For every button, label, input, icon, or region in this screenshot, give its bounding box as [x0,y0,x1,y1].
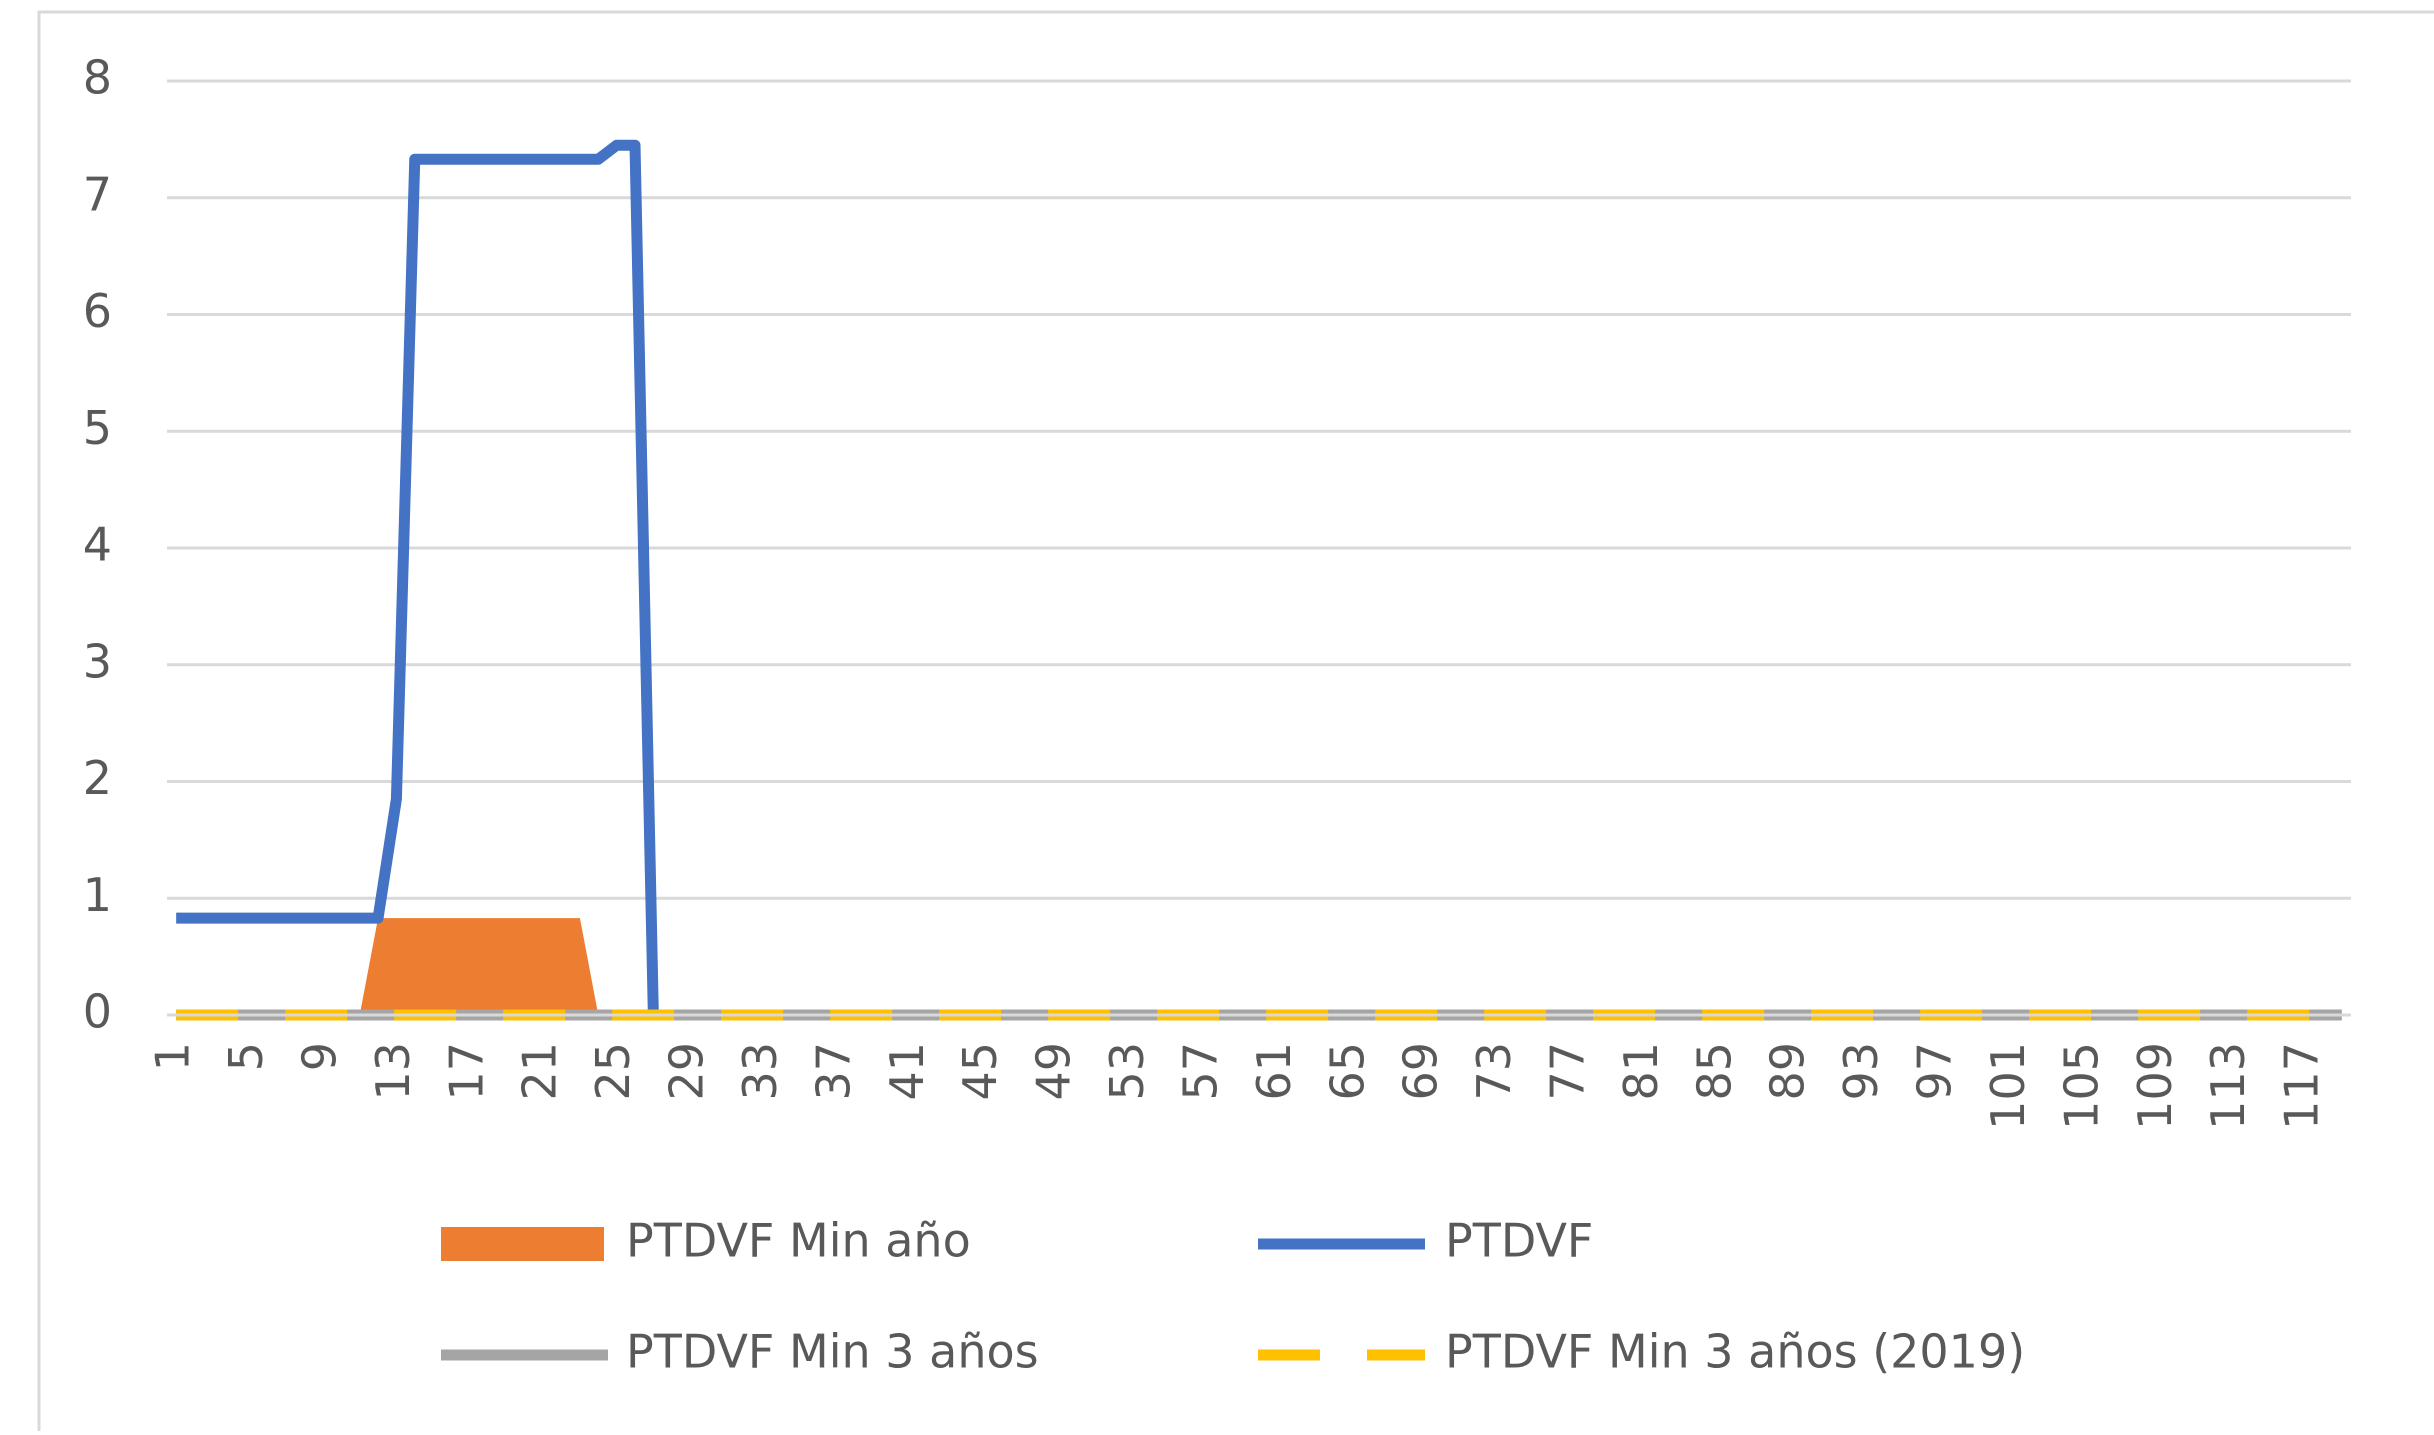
x-tick-label: 37 [806,1042,860,1101]
x-tick-label: 21 [513,1042,567,1101]
x-tick-label: 49 [1027,1042,1081,1101]
x-tick-label: 89 [1761,1042,1815,1101]
y-tick-label: 8 [83,51,112,105]
x-tick-label: 29 [660,1042,714,1101]
x-tick-label: 81 [1614,1042,1668,1101]
x-tick-label: 13 [366,1042,420,1101]
x-tick-label: 25 [586,1042,640,1101]
y-tick-label: 2 [83,751,112,805]
x-tick-label: 117 [2275,1042,2329,1130]
legend-label: PTDVF Min año [626,1214,971,1268]
y-tick-label: 3 [83,634,112,688]
x-tick-label: 61 [1247,1042,1301,1101]
x-tick-label: 101 [1981,1042,2035,1130]
x-tick-label: 33 [733,1042,787,1101]
x-tick-label: 77 [1541,1042,1595,1101]
chart-border [37,10,2434,1435]
legend-label: PTDVF [1445,1214,1593,1268]
x-tick-label: 53 [1100,1042,1154,1101]
area [176,918,2306,1015]
x-tick-label: 1 [146,1042,200,1071]
x-tick-label: 109 [2128,1042,2182,1130]
y-tick-label: 0 [83,985,112,1039]
x-tick-label: 9 [293,1042,347,1071]
legend-label: PTDVF Min 3 años (2019) [1445,1325,2025,1379]
x-tick-label: 17 [439,1042,493,1101]
x-tick-label: 45 [953,1042,1007,1101]
x-tick-label: 69 [1394,1042,1448,1101]
y-tick-label: 1 [83,868,112,922]
x-tick-label: 85 [1687,1042,1741,1101]
x-tick-label: 113 [2201,1042,2255,1130]
x-tick-label: 105 [2054,1042,2108,1130]
legend-label: PTDVF Min 3 años [626,1325,1039,1379]
line [176,139,659,1016]
x-tick-label: 57 [1173,1042,1227,1101]
x-tick-label: 41 [880,1042,934,1101]
x-tick-label: 5 [219,1042,273,1071]
y-tick-label: 7 [83,167,112,221]
x-tick-label: 65 [1320,1042,1374,1101]
x-tick-label: 93 [1834,1042,1888,1101]
y-tick-label: 5 [83,401,112,455]
x-tick-label: 97 [1908,1042,1962,1101]
legend-swatch [441,1227,604,1261]
x-tick-label: 73 [1467,1042,1521,1101]
y-tick-label: 6 [83,284,112,338]
y-tick-label: 4 [83,518,112,572]
